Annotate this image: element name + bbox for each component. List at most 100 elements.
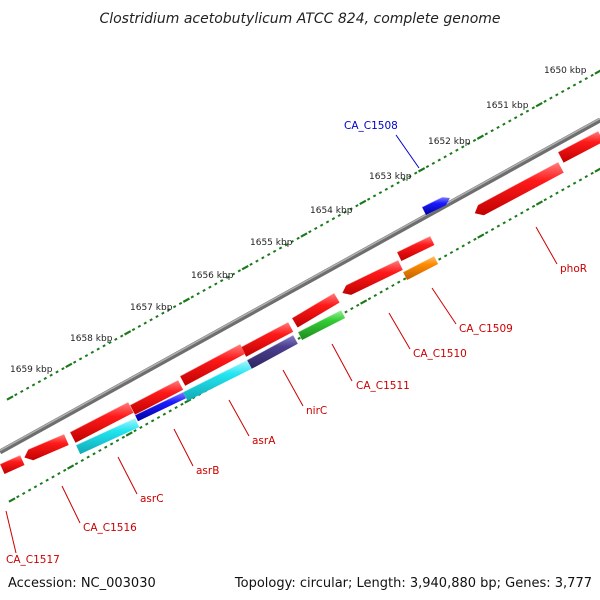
ruler-tick — [443, 254, 448, 258]
ruler-tick — [155, 314, 159, 319]
gene-label: asrC — [140, 493, 164, 505]
gene-CA_C1517 — [0, 455, 25, 474]
ruler-tick — [109, 442, 114, 446]
gene-nirC-purple-edge — [246, 334, 294, 361]
ruler-tick — [549, 96, 553, 100]
ruler-tick — [121, 435, 126, 439]
kbp-label: 1654 kbp — [310, 206, 353, 216]
ruler-tick — [484, 231, 489, 235]
ruler-tick — [373, 293, 378, 297]
ruler-tick — [535, 101, 543, 108]
ruler-tick — [472, 138, 477, 143]
ruler-tick — [180, 402, 184, 406]
topology-text: Topology: circular; Length: 3,940,880 bp… — [234, 576, 592, 591]
leader-line — [228, 399, 250, 437]
ruler-tick — [63, 468, 67, 472]
ruler-tick — [561, 188, 565, 192]
ruler-tick — [102, 344, 106, 348]
gene-CA_C1517-edge — [0, 454, 21, 465]
ruler-tick — [359, 199, 367, 206]
leader-line — [117, 456, 138, 495]
ruler-tick — [384, 187, 389, 191]
gene-CA_C1510 — [342, 260, 403, 295]
ruler-tick — [78, 357, 83, 361]
ruler-tick — [331, 217, 336, 221]
kbp-label: 1658 kbp — [70, 334, 113, 344]
ruler-tick — [98, 448, 102, 453]
ruler-tick — [525, 109, 530, 113]
ruler-tick — [343, 210, 347, 214]
ruler-tick — [74, 462, 79, 466]
ruler-tick — [350, 307, 354, 311]
gene-asrA-red — [180, 344, 246, 386]
ruler-tick — [225, 275, 230, 279]
ruler-tick — [449, 151, 453, 156]
ruler-tick — [390, 184, 394, 188]
ruler-tick — [525, 208, 530, 212]
ruler-tick — [378, 191, 383, 195]
ruler-tick — [61, 367, 65, 371]
ruler-tick — [349, 207, 353, 211]
gene-label: CA_C1516 — [83, 522, 137, 534]
ruler-tick — [174, 406, 178, 410]
kbp-label: 1657 kbp — [130, 303, 173, 313]
ruler-tick — [572, 83, 577, 87]
ruler-tick — [502, 221, 506, 225]
kbp-label: 1651 kbp — [486, 101, 529, 111]
leader-line — [61, 485, 81, 524]
leader-line — [5, 510, 17, 554]
ruler-tick — [167, 308, 171, 312]
ruler-tick — [284, 243, 289, 247]
ruler-tick — [443, 155, 447, 159]
ruler-tick — [108, 341, 112, 345]
ruler-tick — [25, 386, 30, 390]
leader-line — [431, 287, 457, 325]
gene-phoR-tail — [558, 131, 600, 163]
ruler-tick — [356, 303, 360, 307]
ruler-tick — [214, 282, 218, 286]
ruler-tick — [385, 287, 389, 291]
ruler-tick — [104, 445, 108, 449]
ruler-tick — [27, 488, 32, 492]
ruler-tick — [133, 429, 137, 433]
kbp-label: 1655 kbp — [250, 238, 293, 248]
ruler-tick — [14, 393, 18, 397]
ruler-tick — [120, 334, 124, 338]
leader-line — [395, 134, 420, 169]
ruler-tick — [572, 181, 577, 185]
ruler-tick — [561, 90, 565, 94]
ruler-tick — [590, 171, 594, 175]
ruler-tick — [16, 495, 20, 499]
ruler-tick — [555, 93, 559, 97]
kbp-label: 1650 kbp — [544, 66, 587, 76]
gene-label: CA_C1517 — [6, 554, 60, 566]
ruler-tick — [531, 106, 536, 110]
ruler-tick — [418, 167, 426, 173]
ruler-tick — [594, 167, 600, 173]
ruler-tick — [168, 409, 172, 413]
ruler-tick — [55, 370, 59, 374]
ruler-tick — [477, 233, 485, 239]
ruler-tick — [156, 415, 161, 420]
gene-label: CA_C1508 — [344, 120, 398, 132]
ruler-tick — [149, 318, 153, 322]
ruler-tick — [379, 290, 383, 294]
ruler-tick — [37, 380, 42, 384]
gene-phoR-edge — [471, 161, 559, 209]
ruler-tick — [372, 194, 377, 198]
ruler-tick — [96, 347, 100, 351]
gene-label: CA_C1511 — [356, 380, 410, 392]
leader-line — [331, 343, 353, 382]
ruler-tick — [513, 116, 518, 120]
kbp-label: 1652 kbp — [428, 137, 471, 147]
gene-label: nirC — [306, 405, 327, 417]
ruler-tick — [566, 86, 571, 90]
ruler-tick — [402, 277, 407, 281]
ruler-tick — [124, 330, 132, 336]
ruler-tick — [461, 145, 465, 149]
gene-phoR — [474, 162, 564, 216]
ruler-tick — [143, 321, 147, 325]
gene-label: CA_C1509 — [459, 323, 513, 335]
ruler-tick — [182, 297, 190, 303]
gene-asrB-red-edge — [129, 379, 179, 406]
